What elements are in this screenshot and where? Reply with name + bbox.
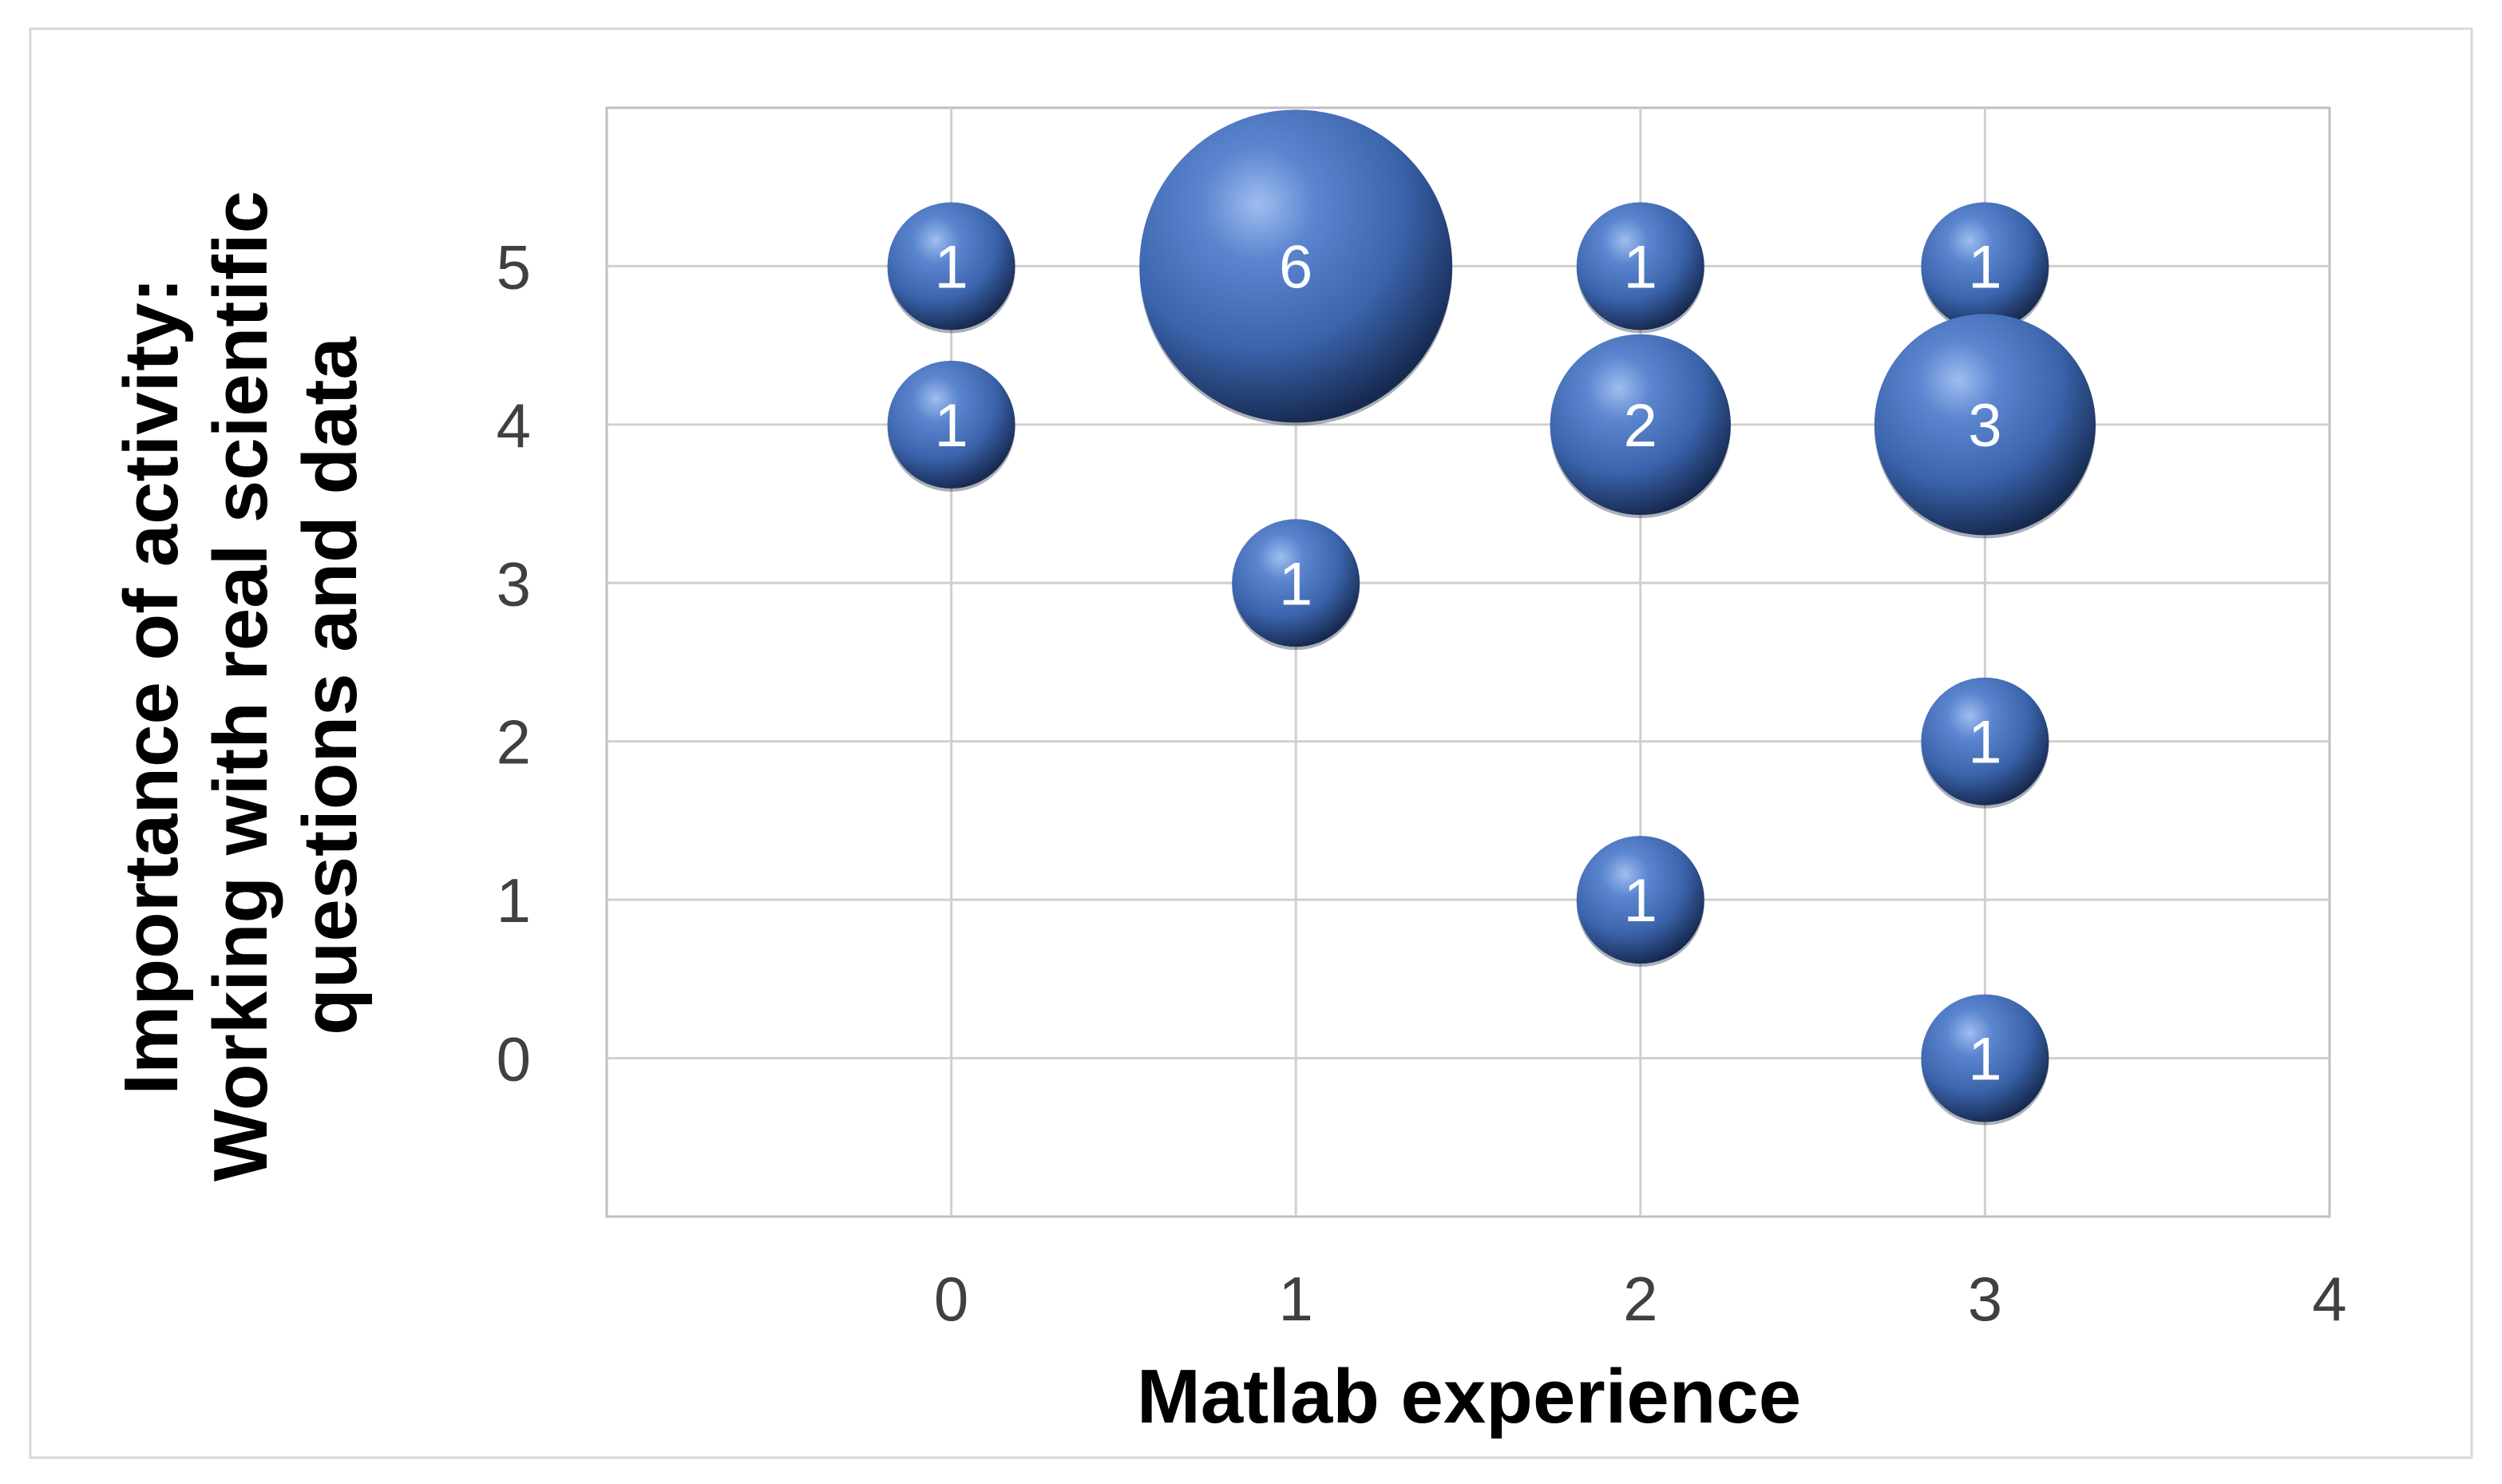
bubble: 1 (1921, 202, 2049, 334)
bubble: 3 (1874, 314, 2096, 539)
bubble-circle (887, 202, 1015, 330)
bubble-circle (1921, 994, 2049, 1122)
bubble: 1 (887, 202, 1015, 334)
bubble-circle (1921, 677, 2049, 805)
y-axis-title-line: questions and data (287, 337, 373, 1035)
bubble-data-label: 1 (934, 233, 968, 301)
bubble-data-label: 1 (1968, 233, 2001, 301)
y-tick-label: 5 (497, 232, 531, 302)
y-axis-title-line: Importance of activity: (109, 277, 194, 1094)
bubble-circle (1550, 334, 1731, 515)
bubble: 6 (1139, 109, 1453, 426)
bubble-data-label: 2 (1624, 392, 1657, 460)
plot-area (605, 106, 2331, 1218)
bubble: 1 (1921, 677, 2049, 809)
y-axis-ticks: 0 1 2 3 4 5 (497, 232, 531, 1094)
bubble: 2 (1550, 334, 1731, 518)
bubble: 1 (887, 360, 1015, 492)
y-tick-label: 4 (497, 390, 531, 461)
bubble-circle (1232, 519, 1360, 647)
bubble-data-label: 1 (1624, 867, 1657, 935)
bubble-data-label: 1 (934, 392, 968, 460)
x-tick-label: 0 (934, 1264, 968, 1334)
bubble-circle (1874, 314, 2096, 536)
y-tick-label: 2 (497, 707, 531, 778)
bubble-data-label: 3 (1968, 392, 2001, 460)
x-tick-label: 2 (1623, 1264, 1657, 1334)
x-tick-label: 3 (1968, 1264, 2002, 1334)
bubble-circle (1921, 202, 2049, 330)
x-axis-ticks: 0 1 2 3 4 (934, 1264, 2347, 1334)
x-tick-label: 4 (2312, 1264, 2346, 1334)
bubble-data-label: 1 (1968, 1026, 2001, 1094)
x-tick-label: 1 (1279, 1264, 1313, 1334)
y-tick-label: 1 (497, 865, 531, 936)
bubble-circle (1139, 109, 1453, 423)
bubble: 1 (1921, 994, 2049, 1126)
y-axis-title: Importance of activity:Working with real… (109, 191, 373, 1181)
plot-frame (605, 106, 2331, 1218)
bubble-circle (1576, 836, 1704, 964)
bubble-data-label: 1 (1968, 709, 2001, 777)
bubble-data-label: 1 (1279, 550, 1312, 618)
bubble: 1 (1576, 202, 1704, 334)
bubble-data-label: 6 (1279, 233, 1312, 301)
bubble-data-label: 1 (1624, 233, 1657, 301)
y-axis-title-line: Working with real scientific (198, 191, 283, 1181)
x-axis-title: Matlab experience (1137, 1354, 1801, 1439)
bubble: 1 (1576, 836, 1704, 968)
y-tick-label: 3 (497, 548, 531, 619)
y-tick-label: 0 (497, 1024, 531, 1094)
bubble-circle (1576, 202, 1704, 330)
bubble-circle (887, 360, 1015, 489)
bubble: 1 (1232, 519, 1360, 651)
